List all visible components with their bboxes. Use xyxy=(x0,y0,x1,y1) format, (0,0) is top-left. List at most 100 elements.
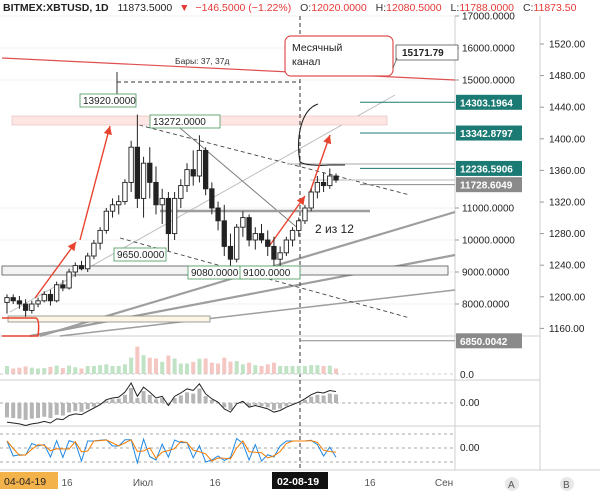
candle[interactable] xyxy=(215,201,221,231)
volume-bar xyxy=(259,366,264,374)
candle[interactable] xyxy=(35,297,41,308)
candle[interactable] xyxy=(60,280,66,292)
trend-line-thin xyxy=(9,94,396,313)
price-level-label: 14303.1964 xyxy=(360,94,522,110)
candle[interactable] xyxy=(165,192,172,252)
candle[interactable] xyxy=(128,140,134,192)
candle[interactable] xyxy=(153,166,159,215)
candle[interactable] xyxy=(277,246,283,266)
candle[interactable] xyxy=(171,192,178,240)
candle[interactable] xyxy=(289,227,296,247)
candle[interactable] xyxy=(29,300,35,314)
candle[interactable] xyxy=(16,296,23,309)
price-level-text: 6850.0042 xyxy=(460,337,508,348)
candle[interactable] xyxy=(116,195,122,215)
candle[interactable] xyxy=(109,198,116,218)
candle[interactable] xyxy=(184,163,190,192)
candle[interactable] xyxy=(122,179,128,205)
time-axis-label: 16 xyxy=(209,478,221,489)
volume-bar xyxy=(253,365,258,374)
callout-box[interactable]: Месячный канал xyxy=(284,35,394,77)
candle[interactable] xyxy=(22,299,29,317)
candle[interactable] xyxy=(258,224,265,244)
candle[interactable] xyxy=(327,168,333,189)
candle[interactable] xyxy=(78,260,85,271)
candle[interactable] xyxy=(66,268,72,290)
volume-bar xyxy=(234,361,239,374)
volume-bar xyxy=(5,366,9,374)
candle[interactable] xyxy=(10,294,16,304)
candle-body xyxy=(327,175,333,187)
volume-bar xyxy=(116,366,121,374)
candle[interactable] xyxy=(178,179,184,208)
candle[interactable] xyxy=(72,262,78,277)
candle[interactable] xyxy=(246,214,252,247)
candle[interactable] xyxy=(302,204,308,224)
candle[interactable] xyxy=(252,227,258,250)
button-a[interactable]: A xyxy=(498,472,556,496)
candle[interactable] xyxy=(47,289,54,306)
svg-text:13920.0000: 13920.0000 xyxy=(83,96,136,107)
candle-body xyxy=(314,181,321,193)
candle[interactable] xyxy=(159,188,165,224)
time-axis[interactable]: 16 Июл 16 16 Сен xyxy=(61,478,453,489)
candle[interactable] xyxy=(234,224,240,263)
candle[interactable] xyxy=(271,236,277,269)
macd-hist-bar xyxy=(5,403,9,418)
secondary-price-axis[interactable]: 1520.00 1480.00 1440.00 1400.00 1360.00 1320.… xyxy=(540,40,586,335)
candle[interactable] xyxy=(103,208,109,234)
candle[interactable] xyxy=(308,188,314,212)
candle[interactable] xyxy=(221,204,227,256)
candle[interactable] xyxy=(283,236,289,256)
volume-bar xyxy=(284,366,289,374)
candle[interactable] xyxy=(333,173,339,183)
macd-pane[interactable] xyxy=(0,381,455,427)
price-axis[interactable]: 17000.0000 16000.0000 15000.0000 11000.0000… xyxy=(455,12,515,311)
button-a-label: A xyxy=(508,480,515,491)
time-axis-label: 16 xyxy=(364,478,376,489)
candles[interactable] xyxy=(4,114,339,317)
candle[interactable] xyxy=(209,182,215,215)
callout-line-1: Месячный xyxy=(292,42,342,54)
candle[interactable] xyxy=(91,240,97,260)
volume-bar xyxy=(23,366,28,374)
candle[interactable] xyxy=(85,252,91,272)
volume-pane[interactable] xyxy=(0,346,455,375)
annotation-9100: 9100.0000 xyxy=(239,265,301,280)
candle[interactable] xyxy=(296,217,302,237)
candle[interactable] xyxy=(196,135,203,183)
candle[interactable] xyxy=(97,227,103,250)
candle[interactable] xyxy=(202,147,209,196)
volume-bar xyxy=(160,361,165,374)
macd-hist-bar xyxy=(309,396,314,403)
candle[interactable] xyxy=(4,294,10,314)
candle[interactable] xyxy=(41,291,47,303)
volume-bar xyxy=(60,368,65,374)
candle[interactable] xyxy=(134,114,141,208)
candle[interactable] xyxy=(54,281,60,303)
annotation-9080: 9080.0000 xyxy=(187,265,245,280)
button-b[interactable]: B xyxy=(556,472,600,496)
candle[interactable] xyxy=(190,150,196,186)
candle[interactable] xyxy=(147,147,153,199)
candle[interactable] xyxy=(314,176,321,199)
price-level-text: 13342.8797 xyxy=(460,129,513,140)
volume-bar xyxy=(17,367,22,374)
candle-body xyxy=(122,181,128,203)
low-label: L: xyxy=(450,2,460,14)
candle[interactable] xyxy=(227,233,234,270)
volume-bar xyxy=(166,355,171,374)
macd-hist-bar xyxy=(60,403,65,416)
candle[interactable] xyxy=(240,211,246,237)
candle[interactable] xyxy=(265,230,271,256)
volume-bar xyxy=(172,358,177,374)
macd-line xyxy=(6,381,337,427)
stochastic-pane[interactable] xyxy=(0,433,455,465)
macd-hist-bar xyxy=(209,399,214,403)
candle[interactable] xyxy=(320,172,327,192)
volume-value: 0.0 xyxy=(460,370,474,381)
candle[interactable] xyxy=(140,156,147,218)
macd-hist-bar xyxy=(197,388,202,403)
svg-text:9080.0000: 9080.0000 xyxy=(191,268,239,279)
